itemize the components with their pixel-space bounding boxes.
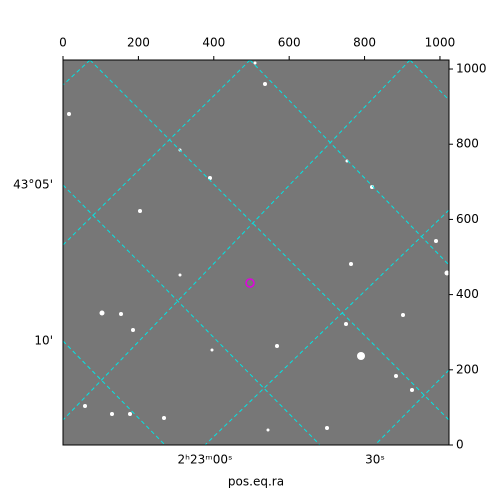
x-tick-label: 200: [127, 36, 150, 50]
x-axis-label: pos.eq.ra: [228, 475, 284, 489]
y-tick-label: 600: [456, 212, 479, 226]
y-tick-label: 400: [456, 287, 479, 301]
y-tick-label: 800: [456, 137, 479, 151]
dec-label: 43°05': [13, 178, 53, 192]
x-tick-label: 400: [202, 36, 225, 50]
target-marker: [245, 278, 255, 288]
x-tick-label: 600: [278, 36, 301, 50]
x-tick-label: 0: [59, 36, 67, 50]
axes-frame: [62, 59, 450, 446]
y-tick-label: 1000: [456, 62, 487, 76]
x-tick-label: 800: [353, 36, 376, 50]
ra-label: 30ˢ: [365, 453, 385, 467]
dec-label: 10': [34, 334, 53, 348]
x-tick-label: 1000: [425, 36, 456, 50]
coordinate-grid: [62, 59, 450, 446]
sky-image: [63, 60, 449, 445]
y-tick-label: 200: [456, 362, 479, 376]
y-tick-label: 0: [456, 438, 464, 452]
ra-label: 2ʰ23ᵐ00ˢ: [178, 453, 233, 467]
